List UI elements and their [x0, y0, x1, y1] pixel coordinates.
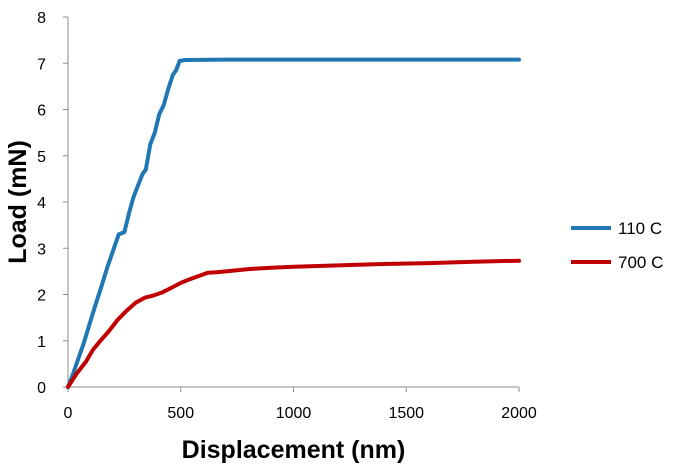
series-line-2: [66, 258, 521, 389]
x-tick-label: 2000: [501, 405, 537, 422]
x-axis-title: Displacement (nm): [182, 436, 406, 464]
y-tick-label: 7: [37, 56, 46, 73]
series-layer: [66, 57, 521, 389]
legend: 110 C 700 C: [571, 219, 663, 272]
legend-label-1: 110 C: [618, 219, 662, 238]
y-tick-label: 5: [37, 149, 46, 166]
x-tick-label: 1500: [388, 405, 424, 422]
x-tick-label: 500: [167, 405, 194, 422]
x-axis-ticks: 0 500 1000 1500 2000: [64, 387, 537, 422]
x-tick-label: 0: [64, 405, 73, 422]
y-tick-label: 1: [37, 334, 46, 351]
y-tick-label: 4: [37, 195, 46, 212]
y-tick-label: 6: [37, 103, 46, 120]
y-axis-ticks: 0 1 2 3 4 5 6 7 8: [37, 10, 68, 397]
x-tick-label: 1000: [276, 405, 312, 422]
y-tick-label: 2: [37, 288, 46, 305]
y-tick-label: 8: [37, 10, 46, 27]
y-tick-label: 3: [37, 241, 46, 258]
y-tick-label: 0: [37, 380, 46, 397]
legend-label-2: 700 C: [618, 253, 663, 272]
plot-area: 0 1 2 3 4 5 6 7 8 0 500 1000 1500 2000: [37, 10, 537, 422]
series-line-1: [66, 57, 521, 389]
y-axis-title: Load (mN): [4, 140, 32, 264]
